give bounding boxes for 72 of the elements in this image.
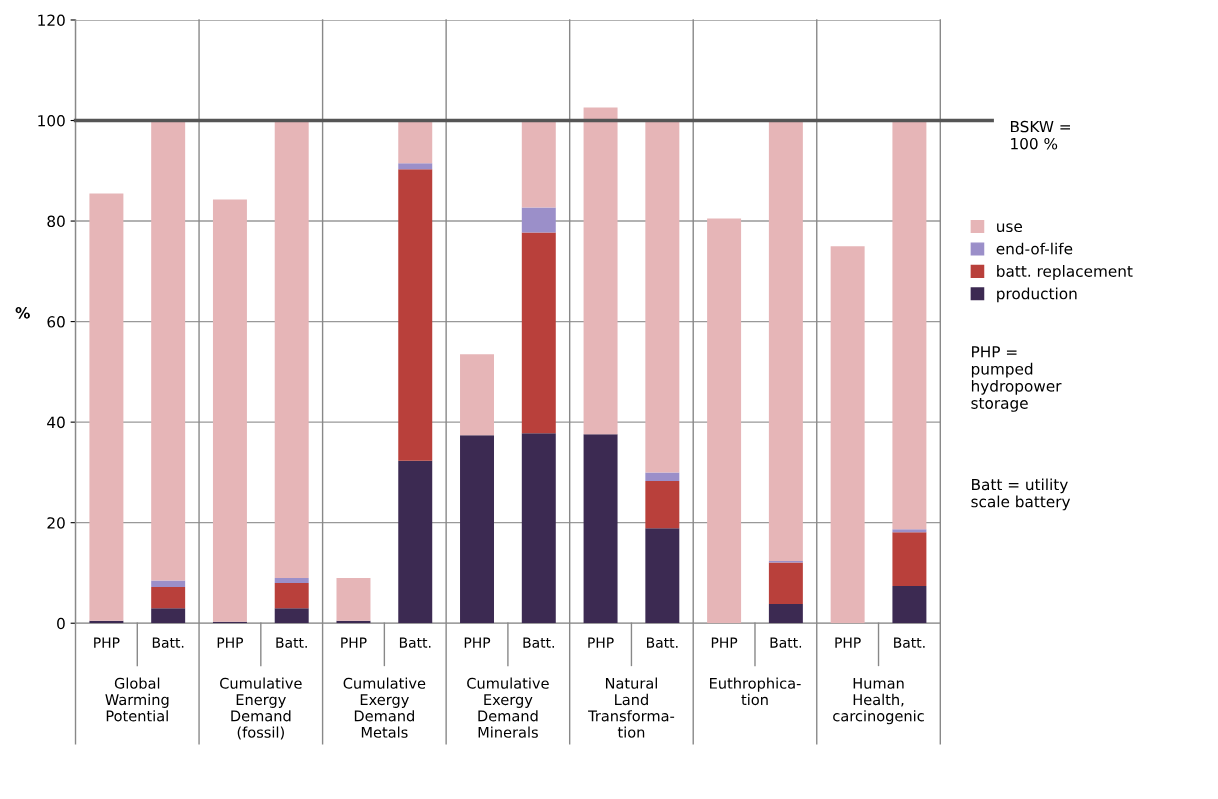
x-tick-label: Batt. [152, 637, 184, 648]
bar [521, 120, 556, 208]
x-tick-label: PHP [217, 637, 244, 648]
x-tick-label: Batt. [399, 637, 431, 648]
text: Batt = utility scale battery [971, 478, 1071, 511]
y-tick-label: 40 [47, 416, 65, 429]
bar [274, 583, 309, 609]
bar [583, 434, 618, 624]
bar [521, 207, 556, 233]
bar [398, 460, 433, 624]
bar [151, 580, 186, 588]
legend-label: use [997, 223, 1023, 233]
bar [768, 120, 803, 561]
y-tick-label: 60 [47, 316, 65, 328]
y-tick-label: 120 [38, 14, 65, 26]
bar [645, 120, 680, 473]
text: Euthrophica- tion [710, 677, 801, 706]
bar [892, 586, 927, 624]
legend-label: end-of-life [996, 242, 1073, 255]
bar [892, 529, 927, 533]
bar [521, 232, 556, 434]
y-tick-label: 0 [57, 617, 65, 630]
ref-line-label: BSKW = 100 % [1010, 120, 1070, 150]
x-tick-label: PHP [711, 637, 738, 648]
bar [89, 193, 124, 621]
x-tick-label: Batt. [276, 637, 307, 648]
y-tick-label: 80 [47, 215, 65, 228]
bar [336, 577, 371, 621]
x-tick-label: Batt. [894, 637, 925, 648]
bar [398, 169, 433, 461]
y-tick-label: 100 [38, 114, 65, 127]
x-tick-label: Batt. [647, 637, 678, 648]
text: Natural Land Transforma- tion [588, 677, 675, 738]
bar [460, 435, 495, 624]
bar [768, 604, 803, 624]
bar [212, 199, 247, 622]
bar [274, 120, 309, 578]
bar [274, 608, 309, 624]
bar [398, 163, 433, 170]
bar [460, 354, 495, 436]
bar [892, 120, 927, 530]
text: Cumulative Exergy Demand Metals [343, 677, 426, 738]
bar [645, 528, 680, 624]
text: Human Health, carcinogenic [833, 677, 924, 725]
bar [892, 532, 927, 587]
legend-label: production [997, 287, 1077, 303]
bar [707, 218, 742, 624]
x-tick-label: PHP [588, 637, 614, 648]
text: Cumulative Exergy Demand Minerals [467, 677, 549, 738]
bar [274, 577, 309, 583]
text: Global Warming Potential [105, 677, 169, 722]
x-tick-label: Batt. [770, 637, 802, 648]
bar [151, 120, 186, 581]
y-tick-label: 20 [47, 517, 65, 529]
bar [583, 107, 618, 435]
bar [398, 120, 433, 164]
x-tick-label: Batt. [523, 637, 554, 648]
text: Cumulative Energy Demand (fossil) [220, 677, 302, 740]
x-tick-label: PHP [341, 637, 367, 648]
bar [151, 608, 186, 624]
bar [521, 433, 556, 624]
legend-label: batt. replacement [997, 265, 1133, 280]
y-axis-title: % [15, 307, 30, 319]
bar [645, 472, 680, 481]
bar [830, 246, 865, 624]
x-tick-label: PHP [835, 637, 861, 648]
x-tick-label: PHP [464, 637, 491, 648]
x-tick-label: PHP [94, 637, 120, 648]
text: PHP = pumped hydropower storage [971, 346, 1062, 412]
bar [645, 480, 680, 529]
bar [768, 562, 803, 605]
bar [151, 587, 186, 609]
